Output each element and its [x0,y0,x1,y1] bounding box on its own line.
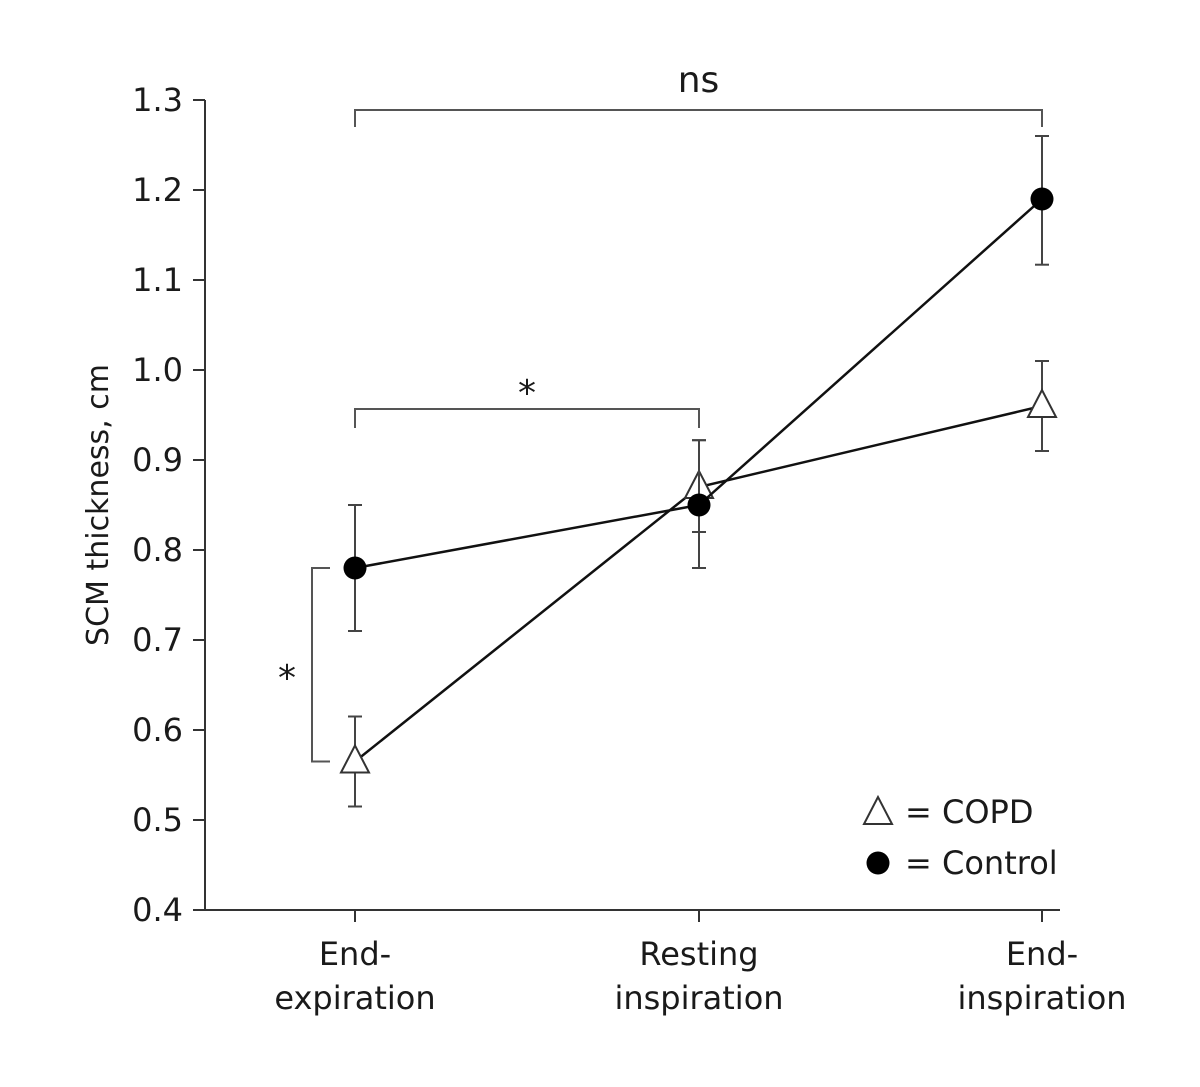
axes: 0.4 0.5 0.6 0.7 0.8 0.9 1.0 1.1 1.2 1.3 End-expira… [81,81,1127,1017]
series-control [343,135,1054,632]
x-tick-label: End- [319,935,391,973]
y-tick-label: 0.8 [132,531,183,569]
copd-point [339,743,371,774]
control-point [687,493,711,517]
y-tick-label: 0.7 [132,621,183,659]
y-tick-label: 1.0 [132,351,183,389]
y-tick-label: 1.2 [132,171,183,209]
star-label-horizontal: * [518,373,536,414]
significance-annotations: ns * * [278,60,1043,763]
x-tick-label: Resting [639,935,758,973]
ns-bracket [354,109,1043,127]
ns-label: ns [678,60,720,101]
legend-label-copd: = COPD [905,793,1033,831]
y-tick-label: 0.5 [132,801,183,839]
y-tick-label: 0.6 [132,711,183,749]
legend: = COPD = Control [862,793,1058,882]
star-label-vertical: * [278,658,296,699]
legend-label-control: = Control [905,844,1058,882]
copd-point [1026,387,1058,418]
legend-triangle-icon [862,794,894,825]
y-axis-title: SCM thickness, cm [81,364,116,646]
star-bracket-vertical [311,567,330,763]
x-tick-label: inspiration [614,979,783,1017]
y-tick-label: 0.9 [132,441,183,479]
data-series [339,135,1058,808]
star-bracket-horizontal [354,408,700,428]
legend-circle-icon [866,851,890,875]
y-tick-label: 1.3 [132,81,183,119]
x-tick-label: inspiration [957,979,1126,1017]
y-tick-label: 1.1 [132,261,183,299]
x-tick-label: End- [1006,935,1078,973]
y-tick-label: 0.4 [132,891,183,929]
control-point [1030,187,1054,211]
control-point [343,556,367,580]
x-tick-label: expiration [274,979,435,1017]
